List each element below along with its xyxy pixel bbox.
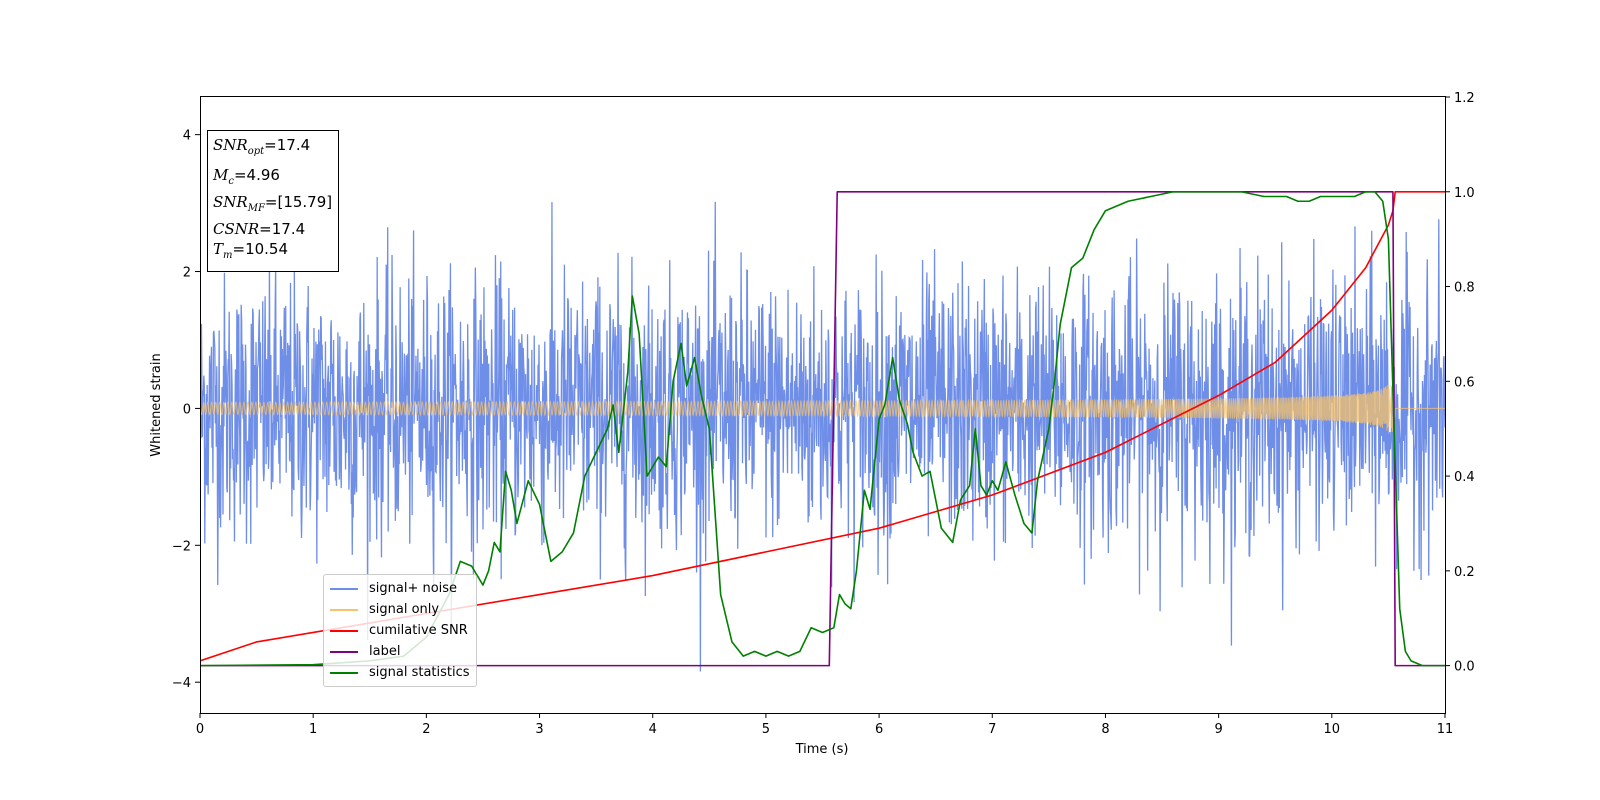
y-right-tick-label: 0.6 bbox=[1454, 375, 1475, 390]
x-tick-label: 10 bbox=[1324, 722, 1341, 737]
tm-annotation: Tm=10.54 bbox=[213, 240, 289, 261]
x-tick-label: 5 bbox=[762, 722, 770, 737]
legend-swatch-signal-only bbox=[330, 608, 358, 611]
y-left-tick-label: 2 bbox=[183, 266, 191, 281]
series-label bbox=[200, 190, 1445, 667]
y-left-tick-label: −2 bbox=[172, 539, 191, 554]
x-tick-label: 1 bbox=[309, 722, 317, 737]
x-tick-label: 6 bbox=[875, 722, 883, 737]
x-tick-label: 11 bbox=[1437, 722, 1454, 737]
x-tick-label: 2 bbox=[422, 722, 430, 737]
legend-swatch-signal-noise bbox=[330, 587, 358, 590]
legend-label-signal-only: signal only bbox=[369, 602, 440, 617]
y-right-tick-label: 0.8 bbox=[1454, 281, 1475, 296]
y-axis-label: Whitened strain bbox=[149, 353, 164, 456]
legend-label-label: label bbox=[369, 644, 401, 659]
snr-mf-annotation: SNRMF=[15.79] bbox=[213, 193, 333, 214]
y-left-tick-label: 0 bbox=[183, 402, 191, 417]
legend-swatch-label bbox=[330, 650, 358, 653]
y-right-tick-label: 0.4 bbox=[1454, 470, 1475, 485]
x-tick-label: 8 bbox=[1101, 722, 1109, 737]
legend-item-signal-statistics: signal statistics bbox=[330, 662, 470, 683]
annotation-box: SNRopt=17.4 Mc=4.96 SNRMF=[15.79] CSNR=1… bbox=[207, 130, 340, 272]
x-tick-label: 3 bbox=[535, 722, 543, 737]
y-left-tick-label: 4 bbox=[183, 129, 191, 144]
y-right-tick-label: 0.0 bbox=[1454, 660, 1475, 675]
axes: 0 1 2 3 4 5 6 7 8 9 10 11 −4 −2 0 2 4 0.0 0.2 0.4 0.6 0.8 1.0 1… bbox=[172, 91, 1475, 737]
x-tick-label: 7 bbox=[988, 722, 996, 737]
y-right-tick-label: 1.2 bbox=[1454, 91, 1475, 106]
mc-annotation: Mc=4.96 bbox=[213, 166, 280, 187]
legend-swatch-signal-statistics bbox=[330, 671, 358, 674]
y-right-tick-label: 1.0 bbox=[1454, 186, 1475, 201]
legend-item-signal-only: signal only bbox=[330, 599, 470, 620]
legend-label-signal-noise: signal+ noise bbox=[369, 581, 458, 596]
y-left-tick-label: −4 bbox=[172, 676, 191, 691]
snr-opt-annotation: SNRopt=17.4 bbox=[213, 136, 311, 157]
x-tick-label: 9 bbox=[1214, 722, 1222, 737]
series-signal-statistics bbox=[200, 190, 1445, 667]
csnr-annotation: CSNR=17.4 bbox=[213, 220, 306, 238]
x-tick-label: 0 bbox=[196, 722, 204, 737]
x-axis-label: Time (s) bbox=[795, 742, 849, 757]
legend-item-signal-noise: signal+ noise bbox=[330, 578, 470, 599]
y-right-tick-label: 0.2 bbox=[1454, 565, 1475, 580]
x-tick-label: 4 bbox=[649, 722, 657, 737]
legend-label-cumulative-snr: cumilative SNR bbox=[369, 623, 468, 638]
legend-label-signal-statistics: signal statistics bbox=[369, 665, 470, 680]
series-signal-only bbox=[200, 385, 1445, 432]
plot-frame bbox=[200, 96, 1446, 714]
legend-item-label: label bbox=[330, 641, 470, 662]
series-signal-noise bbox=[200, 201, 1445, 672]
legend: signal+ noise signal only cumilative SNR… bbox=[323, 574, 477, 687]
legend-swatch-cumulative-snr bbox=[330, 629, 358, 632]
legend-item-cumulative-snr: cumilative SNR bbox=[330, 620, 470, 641]
